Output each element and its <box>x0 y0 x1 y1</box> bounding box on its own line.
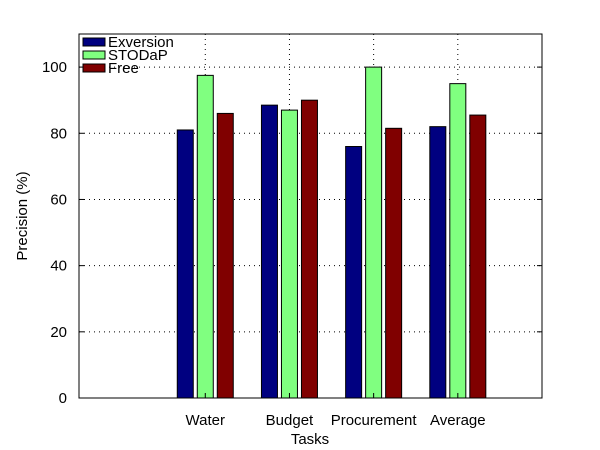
bar-free-budget <box>300 99 318 399</box>
x-tick-label: Procurement <box>331 412 418 429</box>
bar-stodap-average <box>449 83 467 399</box>
y-tick-label: 60 <box>50 191 67 208</box>
bars <box>176 66 487 399</box>
legend-label: Free <box>108 60 139 77</box>
legend-label: Exversion <box>108 34 174 51</box>
y-tick-label: 0 <box>59 390 67 407</box>
x-axis-label: Tasks <box>291 431 329 448</box>
bar-stodap-budget <box>280 109 298 399</box>
plot-frame <box>78 33 543 399</box>
bar-free-average <box>469 114 487 399</box>
legend-label: STODaP <box>108 47 168 64</box>
bar-free-water <box>216 112 234 399</box>
x-tick-label: Water <box>186 412 225 429</box>
y-axis-label: Precision (%) <box>14 171 31 260</box>
y-tick-label: 20 <box>50 324 67 341</box>
bar-exversion-water <box>176 129 194 399</box>
bar-exversion-budget <box>260 104 278 399</box>
y-tick-label: 80 <box>50 125 67 142</box>
legend-swatch <box>82 37 106 47</box>
bar-exversion-procurement <box>345 146 363 399</box>
y-axis-ticks: 0 20 40 60 80 100 <box>42 59 542 407</box>
legend-swatch <box>82 63 106 73</box>
x-tick-label: Budget <box>266 412 314 429</box>
x-axis-ticks: Water Budget Procurement Average <box>186 393 486 429</box>
bar-stodap-water <box>196 74 214 399</box>
bar-free-procurement <box>385 127 403 399</box>
bar-stodap-procurement <box>365 66 383 399</box>
y-tick-label: 100 <box>42 59 67 76</box>
bar-exversion-average <box>429 126 447 399</box>
y-tick-label: 40 <box>50 258 67 275</box>
legend-swatch <box>82 50 106 60</box>
x-tick-label: Average <box>430 412 486 429</box>
